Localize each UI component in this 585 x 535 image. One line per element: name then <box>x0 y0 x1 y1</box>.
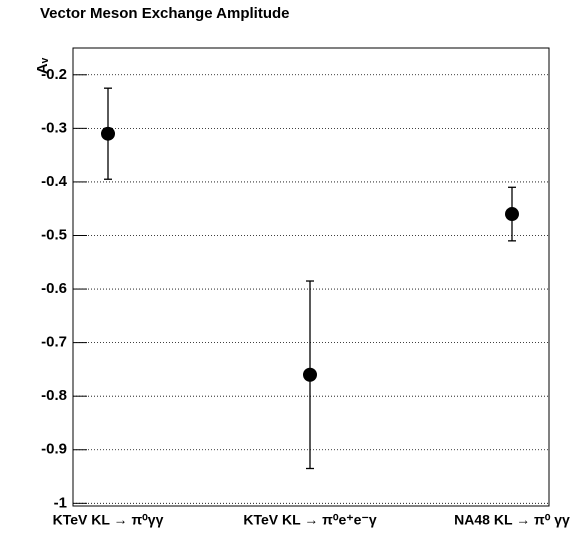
y-tick-label: -0.8 <box>41 387 67 404</box>
y-tick-label: -0.6 <box>41 280 67 297</box>
data-point <box>101 126 115 141</box>
chart-title: Vector Meson Exchange Amplitude <box>40 5 290 22</box>
y-tick-label: -1 <box>54 494 67 511</box>
plot-frame <box>72 47 550 507</box>
y-tick-label: -0.2 <box>41 66 67 83</box>
y-tick-label: -0.3 <box>41 119 67 136</box>
y-axis-label: Aᵥ <box>34 57 51 74</box>
y-tick-label: -0.4 <box>41 173 68 190</box>
x-tick-label: KTeV KL → π⁰e⁺e⁻γ <box>243 512 377 528</box>
data-point <box>303 367 317 382</box>
x-tick-label: NA48 KL → π⁰ γγ <box>454 512 570 528</box>
y-tick-label: -0.7 <box>41 334 67 351</box>
y-tick-label: -0.9 <box>41 441 67 458</box>
x-tick-label: KTeV KL → π⁰γγ <box>53 512 164 528</box>
data-point <box>505 207 519 222</box>
y-tick-label: -0.5 <box>41 226 67 243</box>
